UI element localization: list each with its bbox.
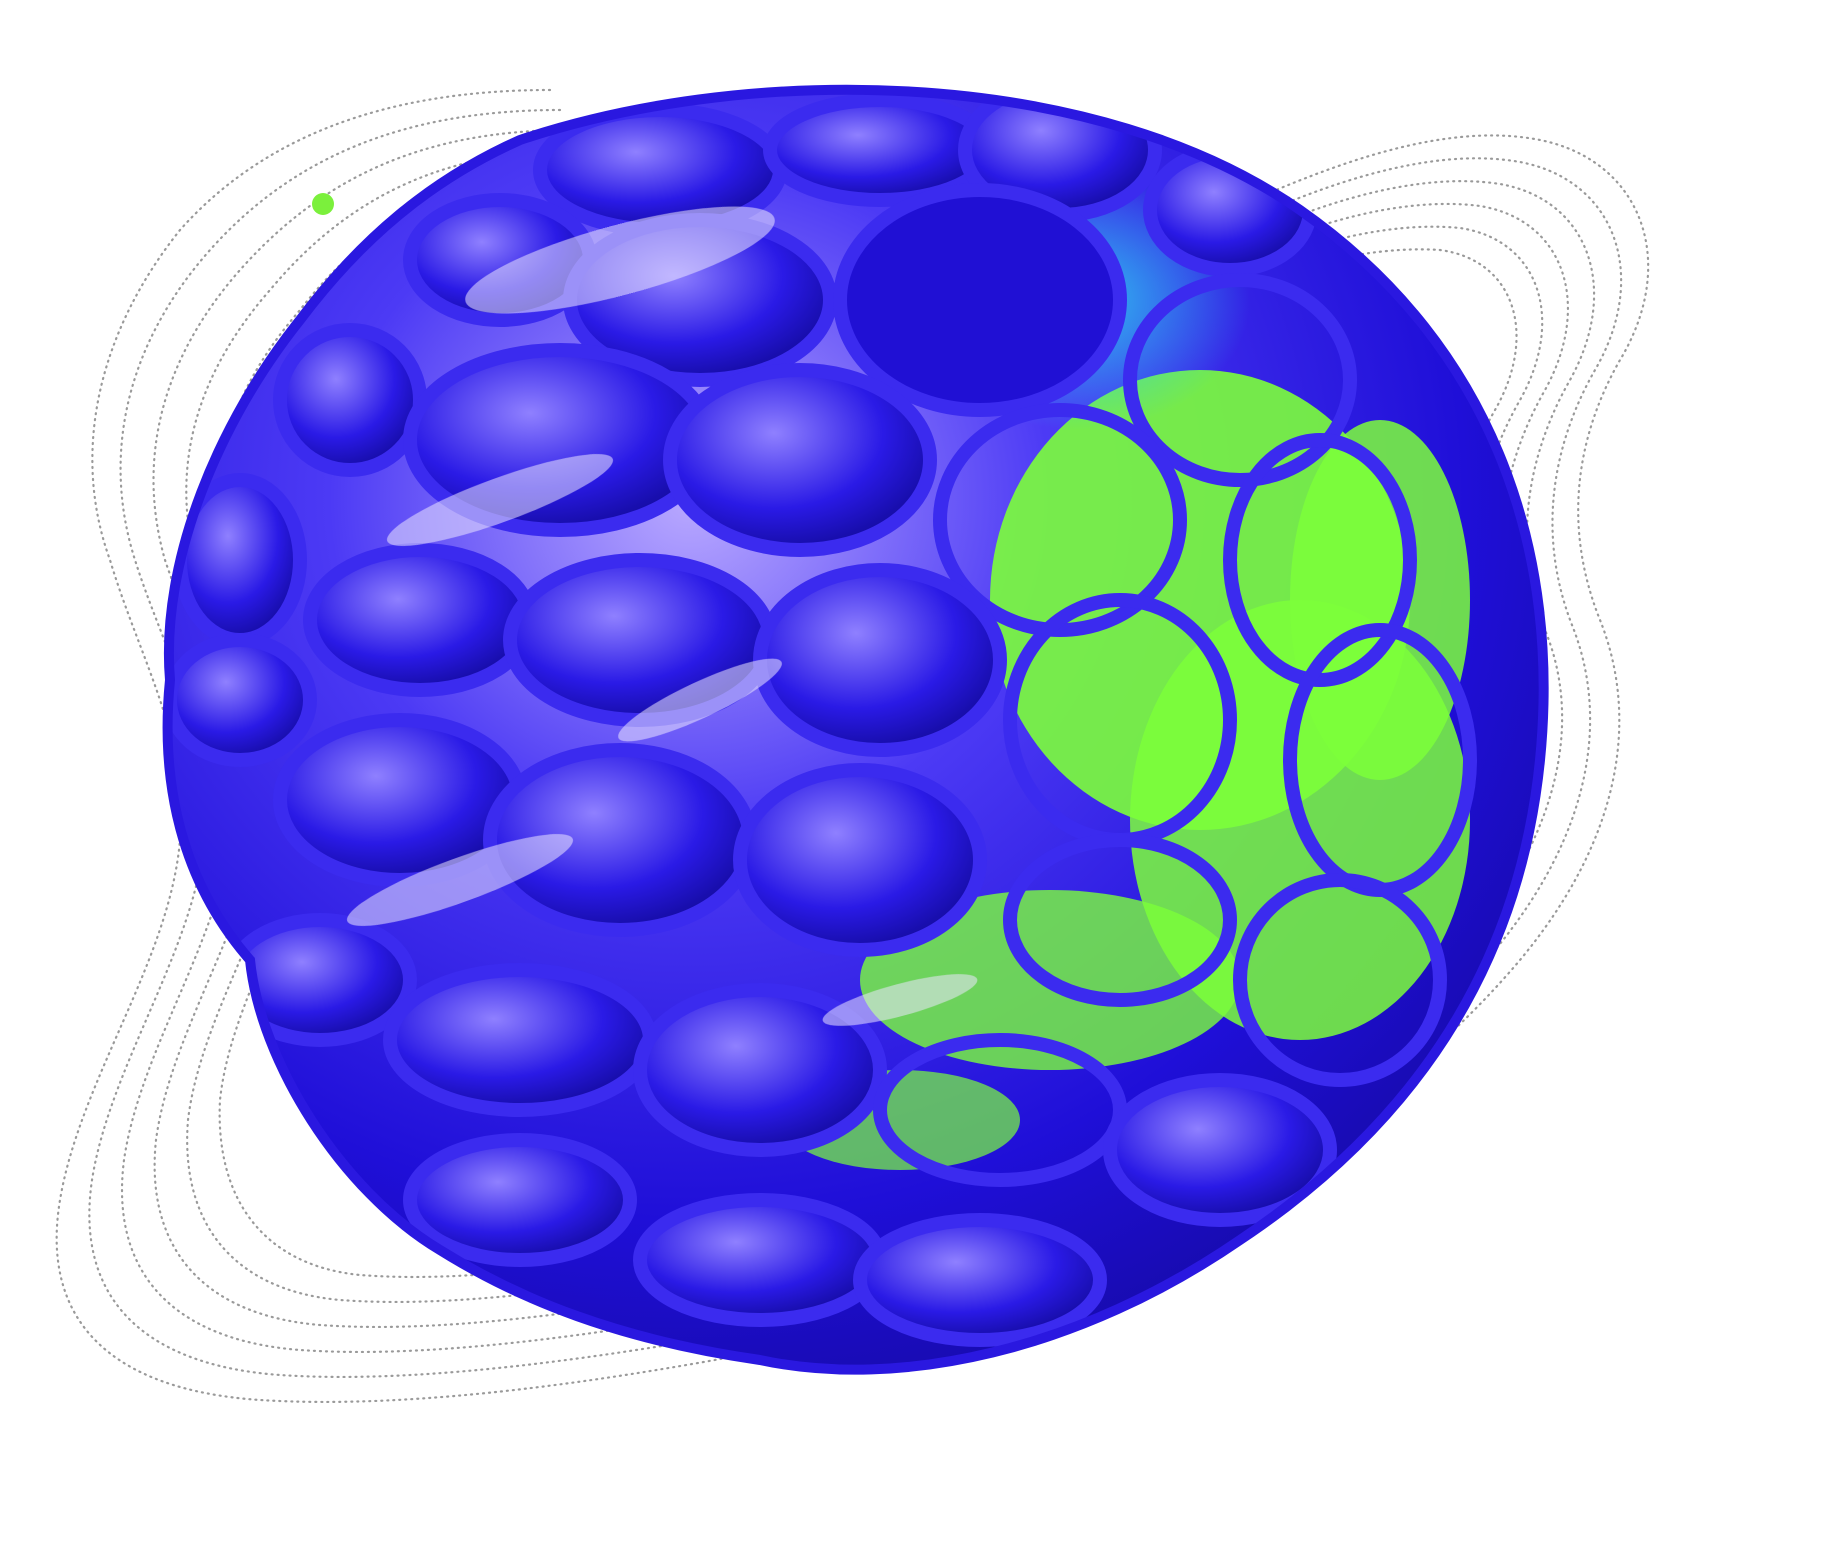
lattice-sphere xyxy=(162,84,1549,1375)
sphere-rim xyxy=(162,84,1549,1375)
orbit-ring xyxy=(153,148,1569,1329)
glossy-highlights xyxy=(346,206,978,1026)
orbit-ring xyxy=(55,88,1650,1404)
orbit-ring xyxy=(120,128,1596,1354)
orbit-ring xyxy=(88,108,1623,1379)
orbit-dot xyxy=(312,193,334,215)
